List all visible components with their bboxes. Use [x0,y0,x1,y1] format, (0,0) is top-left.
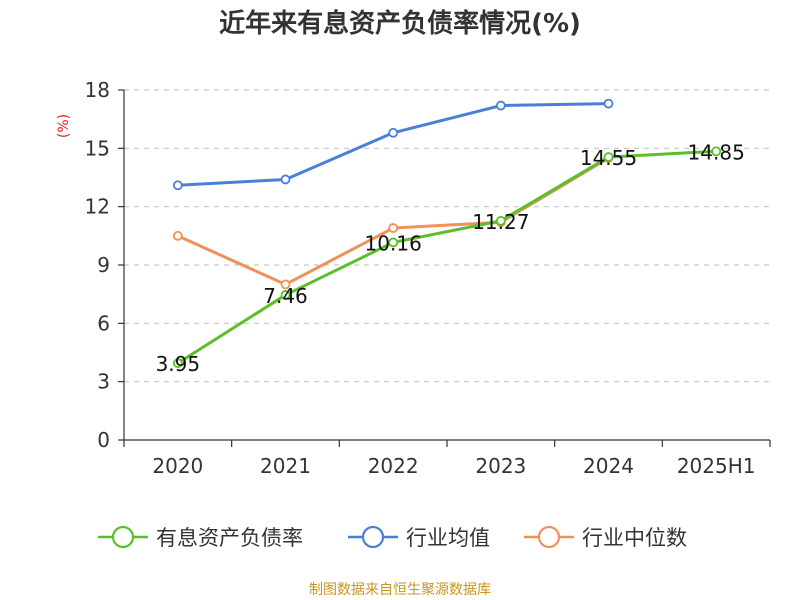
source-note: 制图数据来自恒生聚源数据库 [309,582,491,598]
x-tick-label: 2023 [475,454,526,478]
legend-marker [361,525,385,549]
series-point [388,223,399,233]
data-label: 11.27 [472,210,529,234]
x-tick-label: 2021 [260,454,311,478]
y-tick-label: 18 [85,78,110,102]
legend-item: 有息资产负债率 [98,525,303,550]
x-tick-label: 2025H1 [677,454,756,478]
series-point [172,180,183,191]
series-2 [172,153,614,290]
series-line [176,102,610,187]
series-0 [172,146,722,369]
x-tick-label: 2020 [152,454,203,478]
data-label: 7.46 [263,284,308,308]
y-tick-label: 3 [97,370,110,394]
series-point [172,358,183,369]
series-line [176,156,610,286]
y-tick-label: 15 [85,136,110,160]
legend-marker [111,525,135,549]
series-point [172,230,183,241]
x-axis-ticks: 2020 2021 2022 2023 2024 2025H1 [152,454,755,478]
data-label: 10.16 [365,231,422,255]
chart-title: 近年来有息资产负债率情况(%) [219,8,581,39]
legend-item: 行业中位数 [524,525,687,550]
series-point [603,152,614,162]
series-point [388,237,399,248]
series-point [388,127,399,138]
data-label: 14.85 [688,140,745,164]
series-point [280,290,291,300]
series-point [280,279,291,290]
y-axis-ticks: 0 3 6 9 12 15 18 [85,78,110,452]
series-point [711,146,722,157]
y-tick-label: 9 [97,253,110,277]
series-1 [172,98,614,191]
data-labels: 3.95 7.46 10.16 11.27 14.55 14.85 [156,140,745,376]
y-axis-unit: (%) [56,114,72,138]
legend-label: 有息资产负债率 [156,526,303,550]
legend-marker [537,525,561,549]
grid-lines [124,89,770,383]
x-tick-label: 2022 [368,454,419,478]
legend: 有息资产负债率 行业均值 行业中位数 [98,525,687,550]
y-tick-label: 0 [97,428,110,452]
data-label: 14.55 [580,146,637,170]
series-point [603,98,614,109]
axes [118,89,771,447]
legend-item: 行业均值 [348,525,490,550]
y-tick-label: 6 [97,311,110,335]
series-point [495,100,506,111]
legend-label: 行业均值 [406,526,490,550]
legend-label: 行业中位数 [582,526,687,550]
y-tick-label: 12 [85,195,110,219]
series-line [176,149,718,365]
data-label: 3.95 [156,352,201,376]
series-lines [172,98,722,369]
series-point [280,174,291,185]
series-point [495,215,506,226]
x-tick-label: 2024 [583,454,634,478]
